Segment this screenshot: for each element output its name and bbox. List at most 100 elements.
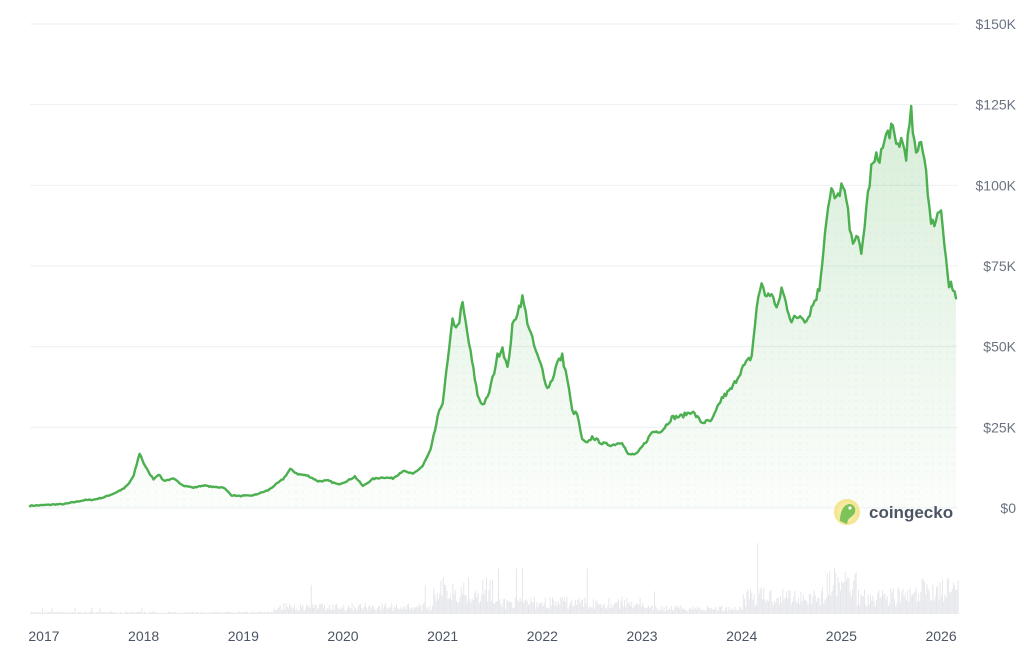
volume-bar [340,606,342,614]
volume-bar [456,601,457,614]
volume-bar [949,592,951,614]
volume-bar [951,589,953,614]
volume-bar [495,601,497,614]
volume-bar [666,605,667,614]
volume-bar [681,608,683,614]
volume-bar [932,584,934,614]
volume-bar [264,611,265,614]
volume-bar [252,612,253,614]
volume-bar [812,596,814,614]
volume-bar [339,609,341,614]
volume-bar [427,606,429,614]
volume-bar [429,606,431,614]
grid-lines [30,23,958,509]
volume-bar [403,607,405,614]
volume-bar [51,607,53,614]
volume-bar [464,594,466,614]
volume-bar [499,599,501,614]
x-tick-label: 2024 [726,628,757,644]
volume-bar [373,607,375,614]
volume-bar [218,611,220,614]
volume-bar [45,611,47,614]
gecko-eye-icon [848,506,852,510]
volume-bar [225,611,227,614]
volume-bar [754,606,756,614]
volume-bar [368,606,370,614]
volume-bar [618,599,619,614]
volume-bar [547,608,549,614]
volume-bar [262,612,264,614]
volume-bar [234,613,235,614]
volume-bar [168,612,169,614]
volume-bar [774,601,775,614]
volume-bar [357,606,359,614]
volume-bar [148,611,150,614]
volume-bar [204,612,205,614]
volume-bar [163,612,165,614]
volume-bar [870,594,871,614]
volume-bar [217,612,219,614]
volume-bar [438,599,439,614]
volume-bar [332,604,334,614]
volume-bar [330,609,331,614]
volume-bar [914,591,916,614]
volume-bar [462,594,463,614]
volume-bar [304,609,306,614]
volume-bar [660,610,661,614]
volume-bar [644,608,646,614]
volume-bar [416,606,418,614]
volume-bar [92,611,94,614]
volume-bar [406,604,408,614]
volume-bar [704,610,706,614]
volume-bar [192,612,193,614]
volume-bar [543,603,545,614]
volume-bar [439,593,441,614]
volume-bar [885,599,887,614]
volume-bar [165,612,167,614]
volume-bar [415,607,417,614]
volume-bar [261,611,263,614]
volume-bar [255,612,257,614]
volume-bar [256,612,258,614]
volume-bar [578,597,580,614]
volume-bar [540,603,541,614]
volume-bar [111,611,113,614]
volume-bar [880,597,882,614]
volume-bar [219,611,221,614]
volume-bar [913,592,915,614]
volume-bar [825,598,827,614]
x-tick-label: 2026 [925,628,956,644]
volume-bar [954,585,955,614]
volume-bar [921,578,923,614]
volume-bar [310,584,312,614]
volume-bar [876,600,877,614]
x-tick-label: 2020 [327,628,358,644]
volume-bar [781,602,783,614]
volume-bar [764,599,766,614]
volume-bar [634,605,636,614]
volume-bar [350,608,352,614]
volume-bar [924,581,925,614]
volume-bar [74,607,76,614]
volume-bar [114,612,115,614]
volume-bar [855,571,857,614]
volume-bar [68,612,70,614]
volume-bar [213,611,215,614]
volume-bar [30,613,31,614]
volume-bar [135,612,137,614]
volume-bar [922,579,924,614]
volume-bar [946,578,948,614]
volume-bar [67,612,69,614]
volume-bar [795,601,797,614]
volume-bar [500,603,502,614]
volume-bar [790,604,792,614]
volume-bar [153,612,155,614]
volume-bar [555,601,557,614]
volume-bar [656,608,658,614]
volume-bar [43,613,45,614]
volume-bar [828,594,829,614]
volume-bar [741,609,743,614]
volume-bar [391,603,393,614]
volume-bar [326,608,328,614]
volume-bar [636,603,637,614]
